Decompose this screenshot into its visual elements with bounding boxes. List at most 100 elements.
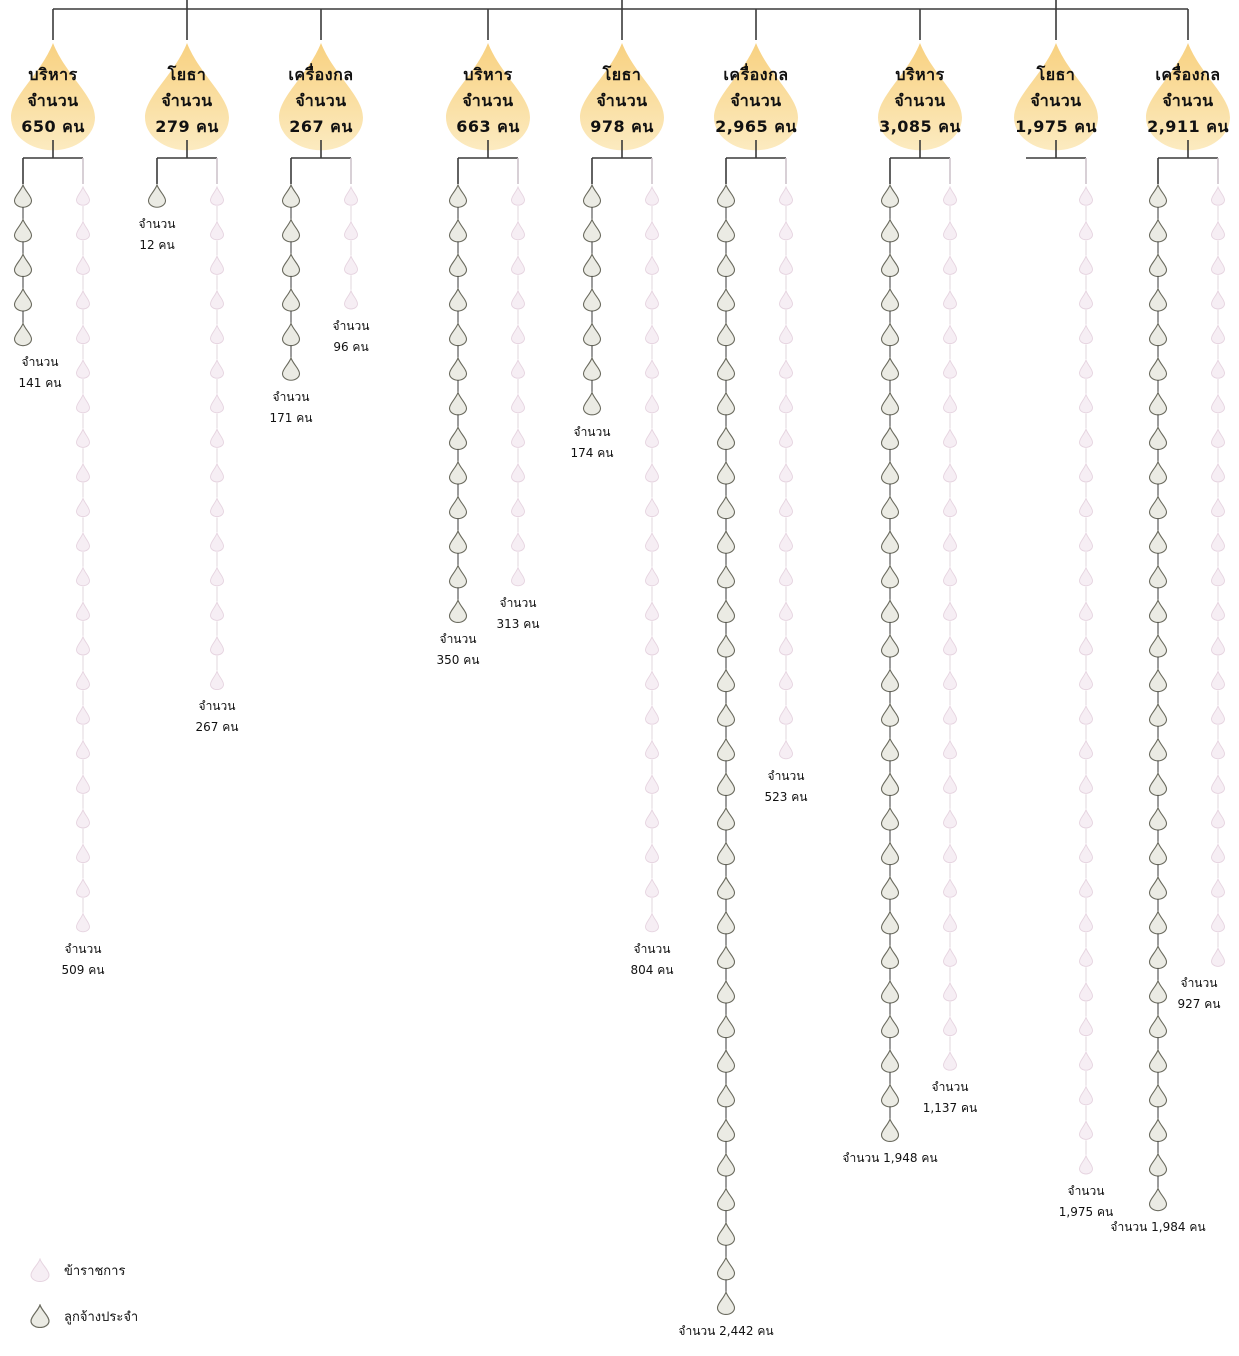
official-drop bbox=[943, 600, 957, 621]
header-drop-4 bbox=[446, 43, 530, 151]
official-drop bbox=[76, 808, 90, 829]
official-drop bbox=[943, 1050, 957, 1071]
category-header-4: บริหาร จำนวน 663 คน bbox=[426, 40, 550, 140]
employee-drop bbox=[716, 183, 736, 208]
employee-drop bbox=[880, 875, 900, 900]
official-drop bbox=[1211, 670, 1225, 691]
employee-drop bbox=[880, 356, 900, 381]
employee-drop bbox=[1148, 633, 1168, 658]
employee-drop bbox=[716, 321, 736, 347]
employee-drop bbox=[880, 494, 900, 520]
employee-drop bbox=[582, 252, 602, 277]
count-value: 267 คน bbox=[195, 720, 239, 735]
official-count-label-7: จำนวน 1,137 คน bbox=[905, 1077, 995, 1119]
official-drop bbox=[511, 462, 525, 483]
official-drop bbox=[943, 220, 957, 241]
employee-drop bbox=[1148, 529, 1168, 554]
employee-drop bbox=[716, 287, 736, 312]
category-header-7: บริหาร จำนวน 3,085 คน bbox=[858, 40, 982, 140]
employee-drop bbox=[1148, 1048, 1168, 1073]
employee-drop bbox=[1148, 252, 1168, 277]
employee-drop bbox=[1148, 564, 1168, 589]
official-drop bbox=[1211, 773, 1225, 794]
employee-drop bbox=[582, 391, 602, 416]
employee-drop bbox=[448, 425, 468, 450]
official-drop bbox=[943, 566, 957, 587]
count-value: 927 คน bbox=[1177, 997, 1221, 1012]
employee-drop bbox=[880, 252, 900, 277]
employee-drop bbox=[716, 391, 736, 416]
official-drop bbox=[943, 773, 957, 794]
official-drop bbox=[645, 254, 659, 275]
employee-drop bbox=[716, 737, 736, 762]
employee-drop bbox=[716, 218, 736, 243]
employee-drop bbox=[716, 1256, 736, 1281]
employee-drop bbox=[582, 356, 602, 381]
official-drop bbox=[779, 462, 793, 483]
employee-drop bbox=[880, 598, 900, 623]
category-count-label: จำนวน bbox=[1030, 91, 1082, 110]
official-drop bbox=[645, 808, 659, 829]
employee-drop bbox=[1148, 771, 1168, 796]
official-drop bbox=[1211, 600, 1225, 621]
count-value: 1,948 คน bbox=[883, 1151, 938, 1166]
count-value: 141 คน bbox=[18, 376, 62, 391]
employee-drop bbox=[880, 806, 900, 831]
official-drop bbox=[511, 185, 525, 206]
official-drop bbox=[1079, 981, 1093, 1002]
official-drop bbox=[1211, 427, 1225, 448]
official-drop bbox=[1211, 393, 1225, 414]
official-drop bbox=[76, 566, 90, 587]
category-count: 650 คน bbox=[21, 117, 85, 136]
official-drop bbox=[1079, 912, 1093, 933]
official-drop bbox=[779, 635, 793, 656]
official-drop bbox=[1211, 635, 1225, 656]
employee-count-label-3: จำนวน 171 คน bbox=[246, 387, 336, 429]
official-drop bbox=[1079, 635, 1093, 656]
official-drop bbox=[1079, 670, 1093, 691]
header-drop-3 bbox=[279, 43, 363, 151]
category-name: บริหาร bbox=[463, 65, 513, 84]
employee-count-label-1: จำนวน 141 คน bbox=[0, 352, 85, 394]
official-drop bbox=[511, 497, 525, 518]
official-drop bbox=[76, 393, 90, 414]
official-drop bbox=[1211, 289, 1225, 310]
employee-drop bbox=[1148, 356, 1168, 381]
employee-drop bbox=[1148, 218, 1168, 243]
official-drop bbox=[76, 497, 90, 518]
header-drop-5 bbox=[580, 43, 664, 151]
category-count: 3,085 คน bbox=[879, 117, 961, 136]
official-drop bbox=[1079, 808, 1093, 829]
official-drop bbox=[645, 427, 659, 448]
official-drop bbox=[511, 254, 525, 275]
official-drop bbox=[1211, 877, 1225, 898]
employee-drop bbox=[716, 944, 736, 969]
official-drop bbox=[344, 254, 358, 275]
official-drop bbox=[645, 704, 659, 725]
category-header-1: บริหาร จำนวน 650 คน bbox=[0, 40, 115, 140]
count-caption: จำนวน bbox=[439, 632, 477, 647]
official-drop bbox=[1211, 808, 1225, 829]
employee-count-label-5: จำนวน 174 คน bbox=[547, 422, 637, 464]
official-count-label-5: จำนวน 804 คน bbox=[607, 939, 697, 981]
count-value: 313 คน bbox=[496, 616, 540, 631]
count-caption: จำนวน bbox=[198, 699, 236, 714]
official-drop bbox=[779, 324, 793, 345]
count-value: 12 คน bbox=[139, 238, 175, 252]
category-header-2: โยธา จำนวน 279 คน bbox=[125, 40, 249, 140]
employee-drop bbox=[880, 183, 900, 208]
official-drop bbox=[210, 220, 224, 241]
employee-drop bbox=[281, 287, 301, 312]
employee-drop bbox=[1148, 667, 1168, 693]
employee-drop bbox=[880, 667, 900, 693]
official-drop bbox=[76, 462, 90, 483]
official-drop bbox=[1079, 393, 1093, 414]
employee-drop bbox=[1148, 321, 1168, 347]
category-name: เครื่องกล bbox=[723, 65, 789, 84]
official-drop bbox=[645, 393, 659, 414]
header-drop-2 bbox=[145, 43, 229, 151]
official-drop bbox=[210, 254, 224, 275]
employee-drop bbox=[13, 252, 33, 277]
official-count-label-4: จำนวน 313 คน bbox=[473, 593, 563, 635]
official-drop bbox=[1211, 704, 1225, 725]
